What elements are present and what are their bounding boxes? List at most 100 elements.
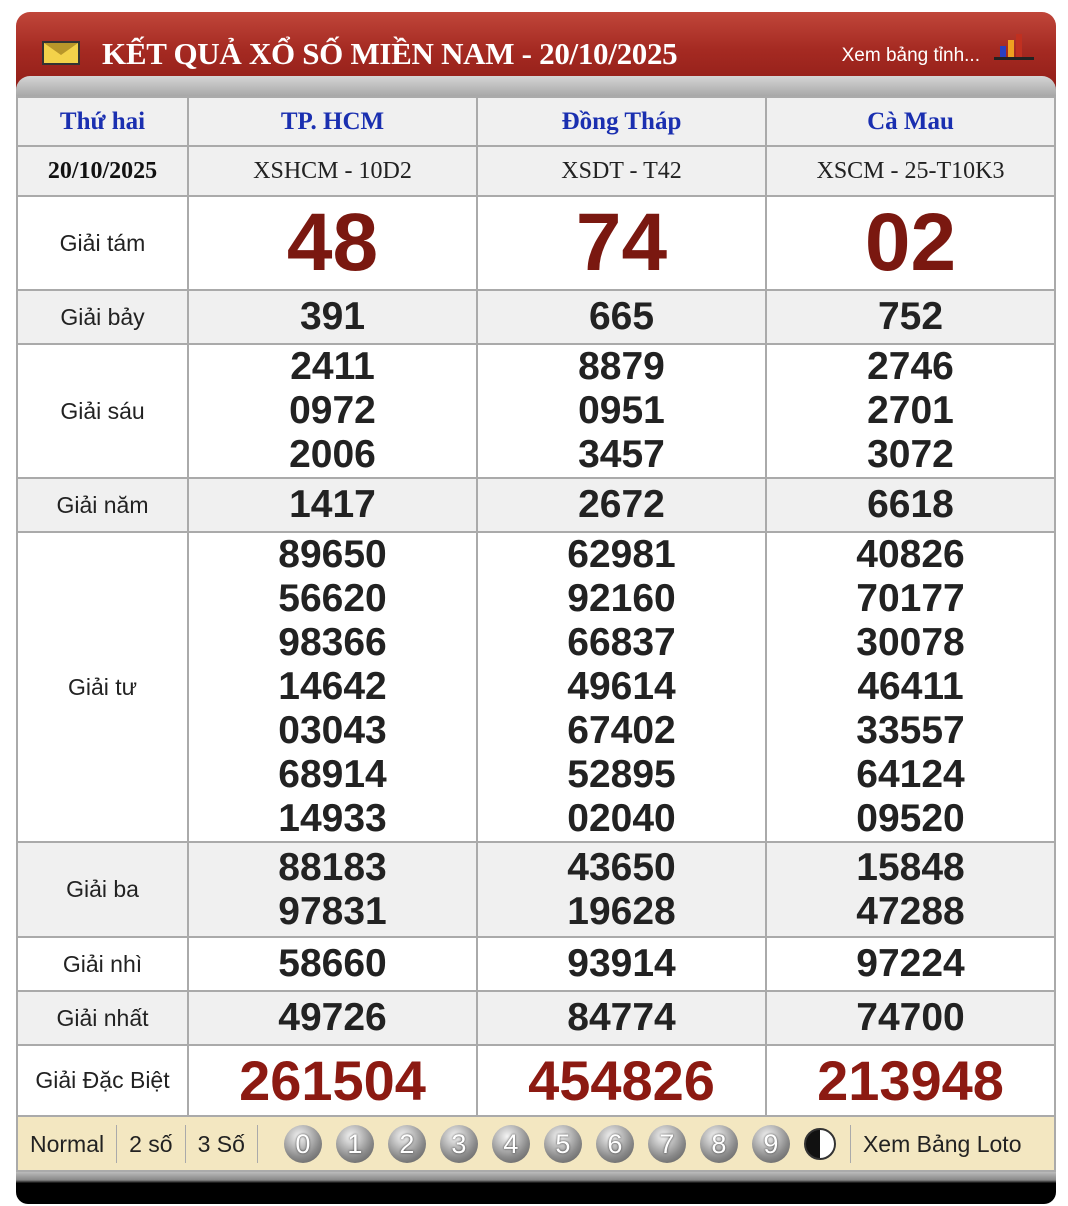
prize-label: Giải bảy [16,289,189,345]
prize-cell: 49726 [187,990,478,1046]
prize-row: Giải nhì 58660 93914 97224 [16,936,1056,992]
special-prize-number: 454826 [528,1048,715,1112]
prize-cell: 665 [476,289,767,345]
prize-number: 33557 [856,709,965,752]
yin-yang-icon[interactable] [803,1127,836,1160]
prize-number: 2672 [578,483,665,526]
prize-number: 52895 [567,753,676,796]
prize-number: 3457 [578,433,665,476]
prize-number: 0972 [289,389,376,432]
prize-cell: 213948 [765,1044,1056,1117]
prize-cell: 93914 [476,936,767,992]
prize-number: 98366 [278,621,387,664]
prize-cell: 15848 47288 [765,841,1056,938]
mode-3-digits[interactable]: 3 Số [186,1124,258,1163]
digit-ball-2[interactable]: 2 [387,1124,426,1163]
prize-number: 68914 [278,753,387,796]
prize-cell: 43650 19628 [476,841,767,938]
prize-row: Giải nhất 49726 84774 74700 [16,990,1056,1046]
prize-row: Giải tám 48 74 02 [16,195,1056,291]
province-link[interactable]: Đồng Tháp [476,96,767,147]
prize-cell: 84774 [476,990,767,1046]
digit-ball-3[interactable]: 3 [439,1124,478,1163]
prize-number: 43650 [567,845,676,889]
panel-header: KẾT QUẢ XỔ SỐ MIỀN NAM - 20/10/2025 Xem … [16,12,1056,96]
results-table: Thứ hai TP. HCM Đồng Tháp Cà Mau 20/10/2… [16,96,1056,1117]
mode-normal[interactable]: Normal [18,1124,118,1163]
prize-number: 97224 [856,942,965,985]
province-link[interactable]: Cà Mau [765,96,1056,147]
prize-number: 70177 [856,577,965,620]
prize-number: 2411 [290,345,375,388]
digit-ball-8[interactable]: 8 [699,1124,738,1163]
prize-number: 49614 [567,665,676,708]
prize-number: 752 [877,295,944,338]
digit-ball-7[interactable]: 7 [647,1124,686,1163]
prize-label: Giải nhất [16,990,189,1046]
results-panel: KẾT QUẢ XỔ SỐ MIỀN NAM - 20/10/2025 Xem … [16,12,1056,1204]
digit-ball-6[interactable]: 6 [595,1124,634,1163]
page-title: KẾT QUẢ XỔ SỐ MIỀN NAM - 20/10/2025 [102,36,678,71]
digit-ball-4[interactable]: 4 [491,1124,530,1163]
prize-cell: 2411 0972 2006 [187,343,478,479]
prize-cell: 1417 [187,477,478,533]
prize-label: Giải Đặc Biệt [16,1044,189,1117]
prize-number: 49726 [278,996,387,1039]
prize-number: 02 [864,197,957,288]
prize-cell: 58660 [187,936,478,992]
view-provinces-link[interactable]: Xem bảng tỉnh... [841,45,980,66]
prize-row: Giải năm 1417 2672 6618 [16,477,1056,533]
code-row: 20/10/2025 XSHCM - 10D2 XSDT - T42 XSCM … [16,145,1056,197]
prize-number: 14642 [278,665,387,708]
prize-number: 0951 [578,389,665,432]
prize-number: 67402 [567,709,676,752]
digit-ball-1[interactable]: 1 [335,1124,374,1163]
prize-cell: 752 [765,289,1056,345]
prize-number: 56620 [278,577,387,620]
digit-ball-5[interactable]: 5 [543,1124,582,1163]
prize-number: 15848 [856,845,965,889]
prize-number: 74700 [856,996,965,1039]
prize-number: 84774 [567,996,676,1039]
mode-2-digits[interactable]: 2 số [117,1124,186,1163]
prize-cell: 454826 [476,1044,767,1117]
prize-number: 3072 [867,433,954,476]
view-loto-link[interactable]: Xem Bảng Loto [862,1130,1022,1157]
prize-row: Giải ba 88183 97831 43650 19628 15848 47288 [16,841,1056,938]
prize-row: Giải bảy 391 665 752 [16,289,1056,345]
prize-number: 2701 [867,389,954,432]
bar-chart-icon[interactable] [994,34,1034,60]
prize-row: Giải tư 89650 56620 98366 14642 03043 68914 149… [16,531,1056,843]
prize-number: 89650 [278,533,387,576]
prize-number: 6618 [867,483,954,526]
digit-ball-0[interactable]: 0 [283,1124,322,1163]
special-prize-number: 213948 [817,1048,1004,1112]
prize-number: 40826 [856,533,965,576]
prize-number: 391 [299,295,366,338]
prize-cell: 2672 [476,477,767,533]
province-link[interactable]: TP. HCM [187,96,478,147]
prize-number: 93914 [567,942,676,985]
draw-date: 20/10/2025 [16,145,189,197]
prize-cell: 74700 [765,990,1056,1046]
prize-cell: 02 [765,195,1056,291]
prize-number: 88183 [278,845,387,889]
digit-ball-9[interactable]: 9 [751,1124,790,1163]
prize-number: 8879 [578,345,665,388]
prize-number: 30078 [856,621,965,664]
prize-number: 97831 [278,889,387,933]
prize-number: 09520 [856,797,965,840]
prize-label: Giải nhì [16,936,189,992]
prize-number: 2006 [289,433,376,476]
prize-number: 665 [588,295,655,338]
weekday: Thứ hai [16,96,189,147]
prize-row: Giải Đặc Biệt 261504 454826 213948 [16,1044,1056,1117]
prize-number: 2746 [867,345,954,388]
envelope-icon [42,41,80,65]
prize-cell: 2746 2701 3072 [765,343,1056,479]
header-band [16,76,1056,96]
prize-number: 92160 [567,577,676,620]
prize-number: 62981 [567,533,676,576]
